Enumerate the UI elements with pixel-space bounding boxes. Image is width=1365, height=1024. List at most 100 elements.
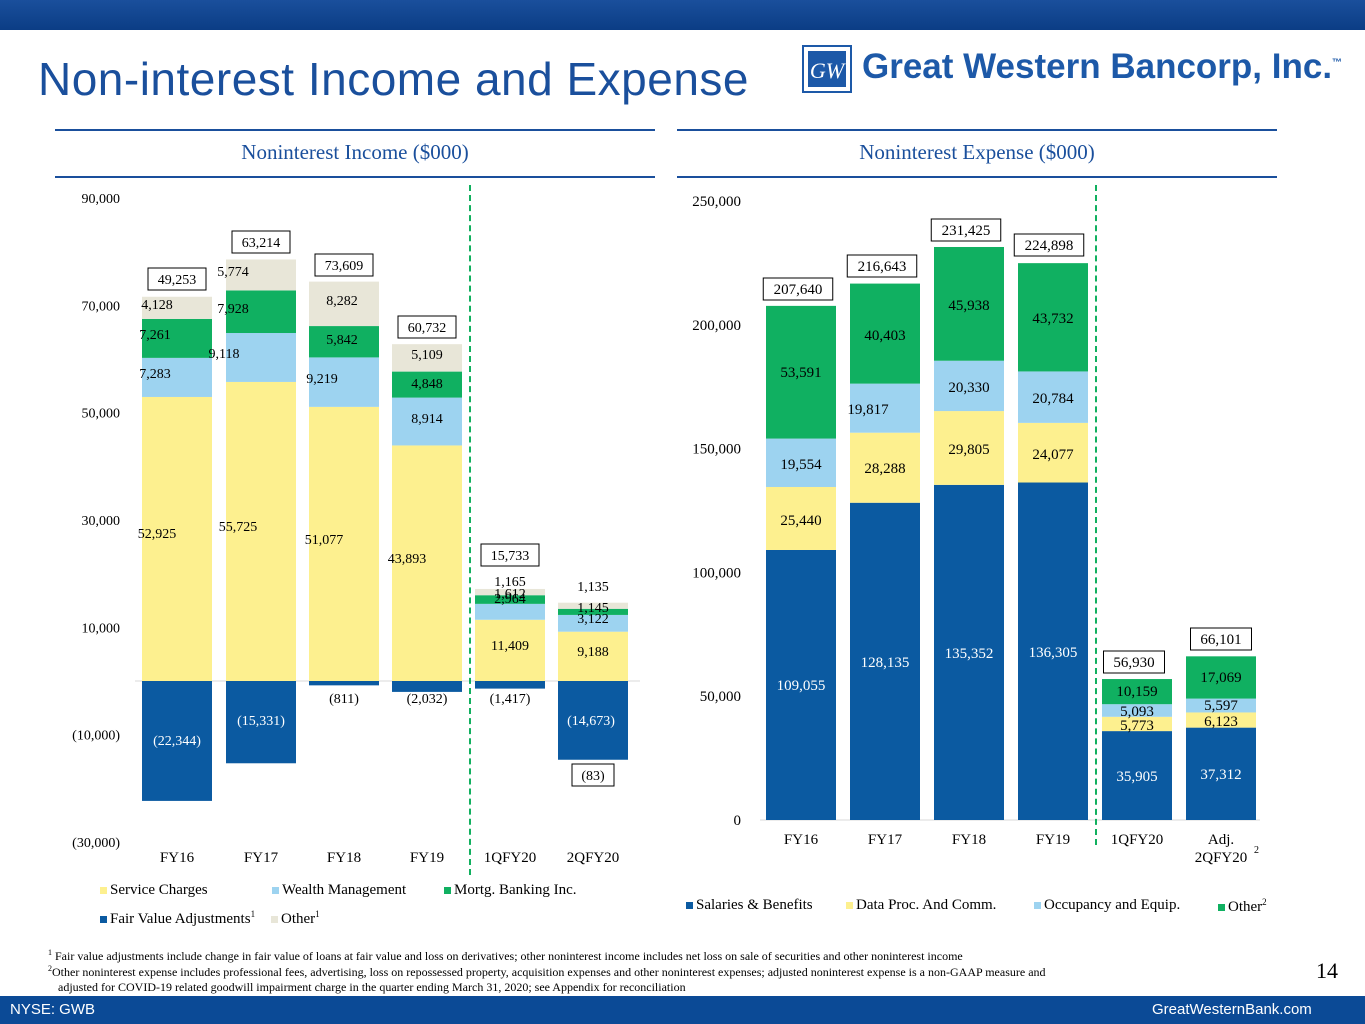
data-label: 24,077 [1032,447,1074,463]
bar-segment-occupancy [934,360,1004,412]
total-label: 73,609 [325,259,364,274]
total-box [397,315,457,339]
x-tick-label: FY16 [784,832,819,848]
bar-segment-other_expense [934,246,1004,361]
bar-segment-other_income [309,281,379,327]
bar-segment-wealth [392,397,462,446]
legend-item-mortg: Mortg. Banking Inc. [444,882,576,899]
total-label: 231,425 [942,223,991,239]
bar-segment-other_expense [850,283,920,384]
bar-segment-wealth [475,603,545,620]
total-box [480,543,540,567]
legend-footnote-mark: 2 [1262,897,1267,907]
y-tick-label: 10,000 [82,621,121,636]
data-label-fva: (15,331) [237,714,285,729]
data-label: 5,774 [217,265,249,280]
y-tick-label: (30,000) [72,836,120,851]
data-label: 5,842 [326,333,358,348]
data-label-fva: (22,344) [153,734,201,749]
bar-segment-wealth [226,333,296,382]
bar-segment-other_expense [1102,679,1172,705]
data-label: 1,165 [494,575,526,590]
data-label: 9,219 [306,372,338,387]
x-tick-label: 1QFY20 [1111,832,1164,848]
bar-segment-service [142,396,212,681]
bar-segment-service [309,406,379,681]
bar-segment-fva [226,681,296,764]
bar-segment-occupancy [1102,704,1172,717]
data-label-fva: (811) [329,692,359,707]
bar-segment-mortg [142,318,212,358]
total-label: 60,732 [408,321,447,336]
total-box [314,253,374,277]
bar-segment-occupancy [850,383,920,433]
expense-panel-title: Noninterest Expense ($000) [859,140,1095,164]
legend-label: Service Charges [110,882,208,898]
total-label: 56,930 [1113,655,1154,671]
legend-swatch [100,887,107,895]
data-label: 7,261 [139,328,171,343]
total-box [231,230,291,254]
data-label: 4,128 [141,298,173,313]
total-box [147,267,207,291]
data-label: 1,145 [577,601,609,616]
y-tick-label: 50,000 [700,689,741,705]
data-label: 109,055 [777,678,826,694]
income-legend: Service Charges Wealth Management Mortg. B… [0,0,1365,927]
total-label: 63,214 [242,236,281,251]
income-period-divider [469,185,471,875]
bar-segment-dataproc [934,411,1004,485]
bar-segment-other_income [392,344,462,372]
x-tick-label: 1QFY20 [484,850,537,866]
legend-label: Mortg. Banking Inc. [454,882,577,898]
data-label: 136,305 [1029,645,1078,661]
data-label: 5,109 [411,348,443,363]
bar-segment-other_income [475,588,545,596]
data-label: 43,732 [1032,311,1073,327]
bar-segment-salaries [1102,731,1172,820]
data-label: 51,077 [305,533,344,548]
data-label: 10,159 [1116,684,1157,700]
page-number: 14 [1316,958,1338,983]
footer-ticker: NYSE: GWB [10,1001,96,1018]
data-label: 7,283 [139,367,171,382]
legend-label: Data Proc. And Comm. [856,897,997,913]
x-tick-footnote: 2 [1254,845,1259,856]
legend-label: Other [1228,899,1263,915]
bar-segment-other_expense [1186,656,1256,699]
bar-segment-dataproc [766,486,836,550]
bar-segment-mortg [558,608,628,615]
bar-segment-wealth [309,357,379,407]
bar-segment-other_income [226,259,296,291]
footnote-1: 1 Fair value adjustments include change … [48,948,963,963]
x-tick-label: FY18 [952,832,986,848]
bar-segment-occupancy [1186,698,1256,713]
bar-segment-salaries [850,502,920,820]
bar-segment-service [392,445,462,681]
data-label: 8,282 [326,294,358,309]
y-tick-label: 150,000 [692,442,741,458]
bar-segment-fva [475,681,545,689]
bar-segment-occupancy [1018,371,1088,423]
bar-segment-mortg [309,326,379,358]
data-label-fva: (2,032) [407,692,448,707]
footer-website[interactable]: GreatWesternBank.com [1152,1001,1312,1018]
legend-footnote-mark: 1 [250,909,256,919]
total-box [846,254,918,278]
data-label: 55,725 [219,520,258,535]
bar-segment-dataproc [1102,716,1172,732]
legend-item-wealth: Wealth Management [272,882,406,899]
legend-swatch [444,887,451,895]
expense-legend: Salaries & Benefits Data Proc. And Comm. O… [0,0,1365,915]
bar-segment-fva [392,681,462,692]
y-tick-label: 50,000 [82,407,121,422]
bar-segment-dataproc [1186,712,1256,728]
data-label: 9,118 [209,347,240,362]
data-label: 7,928 [217,302,249,317]
bar-segment-salaries [934,484,1004,820]
bar-segment-salaries [766,549,836,820]
expense-panel-rule-bottom [677,176,1277,178]
y-tick-label: 70,000 [82,299,121,314]
bar-segment-occupancy [766,438,836,487]
data-label: 8,914 [411,412,443,427]
